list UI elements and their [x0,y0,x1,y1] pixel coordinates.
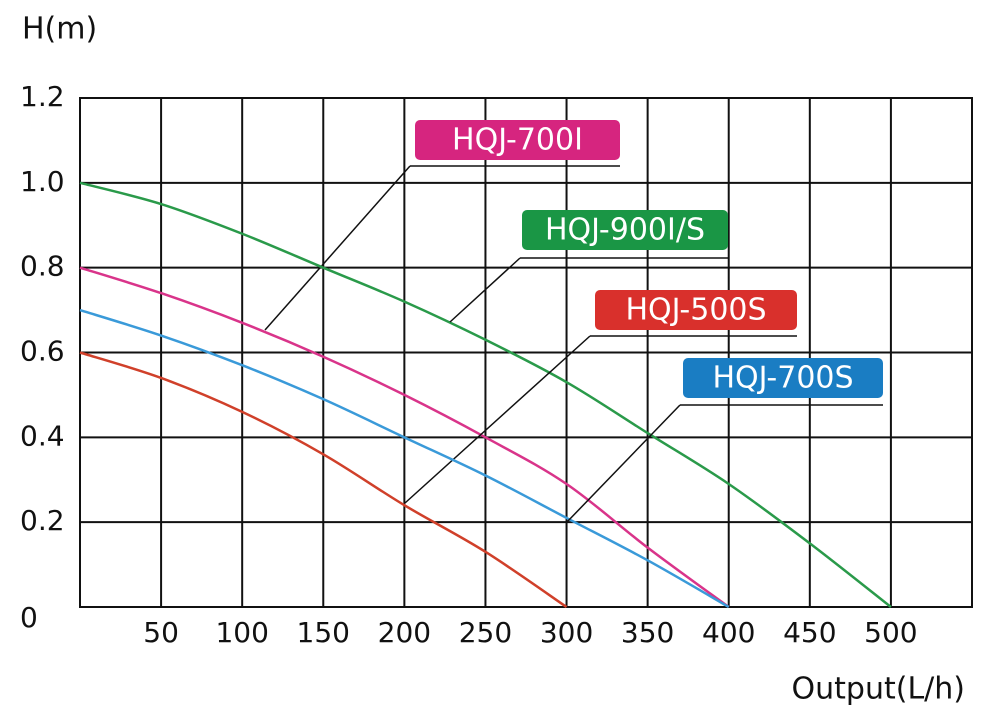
x-axis-label: Output(L/h) [792,672,965,707]
x-tick-label: 50 [143,616,179,649]
legend-label: HQJ-700S [712,361,853,396]
series-line [79,266,730,609]
y-axis-label: H(m) [22,12,97,47]
legend-label: HQJ-500S [625,293,766,328]
x-tick-label: 300 [540,616,593,649]
x-tick-label: 200 [378,616,431,649]
leader-line [404,335,591,504]
y-tick-label: 0 [20,601,38,634]
y-tick-label: 1.2 [20,80,65,113]
y-tick-label: 1.0 [20,165,65,198]
leader-line [566,404,681,523]
series-line [79,181,892,608]
y-tick-label: 0.8 [20,250,65,283]
x-tick-label: 250 [459,616,512,649]
series-line [79,351,568,609]
leader-line [264,165,411,331]
legend-box [522,210,728,250]
legend-label: HQJ-900I/S [545,213,705,248]
legend-label: HQJ-700I [452,123,583,158]
leader-line [449,257,521,323]
x-tick-label: 100 [215,616,268,649]
x-tick-label: 500 [864,616,917,649]
x-tick-label: 450 [783,616,836,649]
x-tick-label: 350 [621,616,674,649]
y-tick-label: 0.6 [20,335,65,368]
legend-box [415,120,620,160]
y-tick-label: 0.4 [20,419,65,452]
x-tick-label: 150 [297,616,350,649]
legend-box [595,290,797,330]
series-line [79,308,730,609]
legend-box [683,358,883,398]
x-tick-label: 400 [702,616,755,649]
y-tick-label: 0.2 [20,504,65,537]
